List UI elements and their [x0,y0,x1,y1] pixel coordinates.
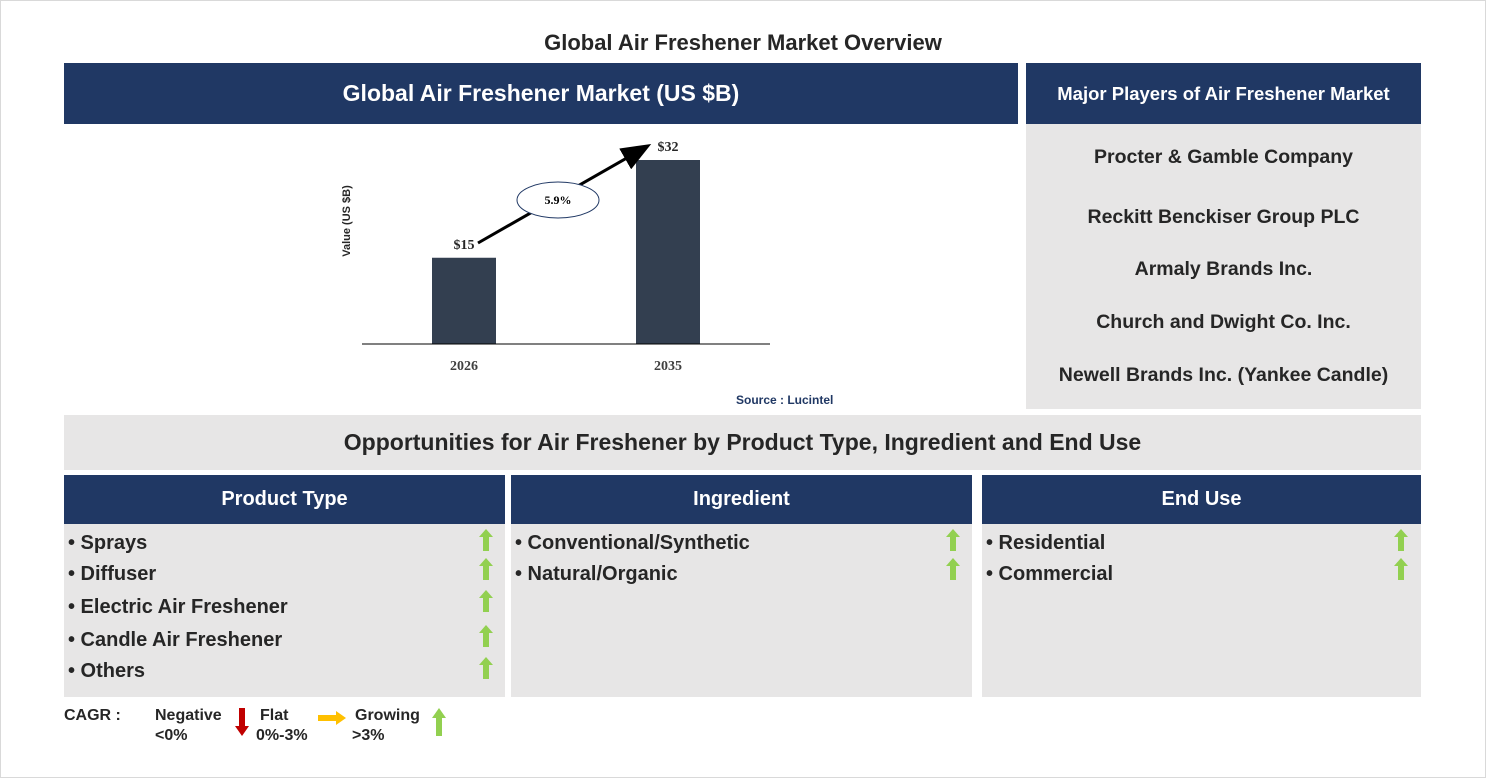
x-tick-label: 2026 [450,359,478,374]
product-type-panel: • Sprays • Diffuser • Electric Air Fresh… [64,524,505,697]
list-item: • Diffuser [68,563,157,585]
y-axis-label: Value (US $B) [341,185,353,257]
growing-arrow-icon [946,558,960,580]
growing-arrow-icon [479,529,493,551]
chart-header: Global Air Freshener Market (US $B) [64,63,1018,124]
growing-arrow-icon [946,529,960,551]
end-use-header: End Use [982,475,1421,524]
list-item: • Electric Air Freshener [68,596,288,618]
bar-value-label: $15 [454,238,475,253]
players-header: Major Players of Air Freshener Market [1026,63,1421,124]
growing-arrow-icon [1394,558,1408,580]
growing-arrow-icon [1394,529,1408,551]
source-note: Source : Lucintel [736,393,834,407]
bar-2026 [432,257,496,344]
list-item: • Others [68,660,146,682]
player-item: Armaly Brands Inc. [1134,258,1313,280]
list-item: • Sprays [68,532,148,554]
list-item: • Commercial [986,563,1114,585]
list-item: • Candle Air Freshener [68,629,283,651]
legend-growing-range: >3% [352,727,385,744]
legend-flat-label: Flat [260,707,289,724]
opportunities-banner: Opportunities for Air Freshener by Produ… [64,415,1421,470]
ingredient-header: Ingredient [511,475,972,524]
ingredient-panel: • Conventional/Synthetic • Natural/Organ… [511,524,972,697]
list-item: • Residential [986,532,1106,554]
legend-growing-label: Growing [355,707,420,724]
cagr-label: 5.9% [545,193,572,207]
cagr-bubble [516,181,600,219]
player-item: Reckitt Benckiser Group PLC [1087,206,1360,228]
growing-arrow-icon [432,708,446,736]
legend-flat-range: 0%-3% [256,727,308,744]
x-tick-label: 2035 [654,359,682,374]
bar-value-label: $32 [658,140,679,155]
players-list: Procter & Gamble Company Reckitt Benckis… [1026,124,1421,409]
list-item: • Conventional/Synthetic [515,532,750,554]
growing-arrow-icon [479,657,493,679]
player-item: Newell Brands Inc. (Yankee Candle) [1058,364,1389,386]
player-item: Procter & Gamble Company [1094,146,1353,168]
list-item: • Natural/Organic [515,563,678,585]
growing-arrow-icon [479,558,493,580]
bar-2035 [636,160,700,344]
growing-arrow-icon [479,590,493,612]
page-title: Global Air Freshener Market Overview [544,30,942,55]
player-item: Church and Dwight Co. Inc. [1096,311,1351,333]
growing-arrow-icon [479,625,493,647]
negative-arrow-icon [235,708,249,736]
legend-negative-label: Negative [155,707,222,724]
bar-chart: Value (US $B) $15 2026 $32 2035 5.9% [341,140,770,374]
product-type-header: Product Type [64,475,505,524]
flat-arrow-icon [318,711,346,725]
cagr-legend-label: CAGR : [64,707,121,724]
end-use-panel: • Residential • Commercial [982,524,1421,697]
legend-negative-range: <0% [155,727,188,744]
